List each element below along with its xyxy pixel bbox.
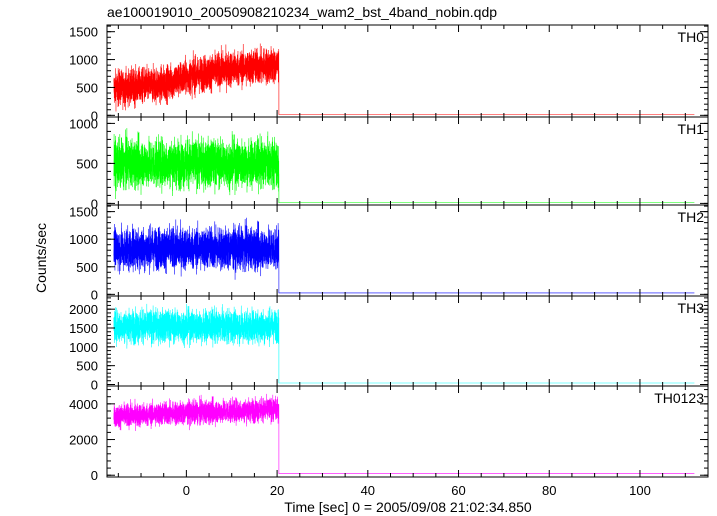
x-tick-label: 40 (361, 483, 375, 498)
y-tick-label: 0 (91, 377, 98, 392)
y-tick-label: 1000 (69, 53, 98, 68)
y-tick-label: 500 (76, 80, 98, 95)
y-tick-label: 4000 (69, 397, 98, 412)
x-tick-label: 60 (451, 483, 465, 498)
panel-frame (106, 385, 709, 478)
chart-title: ae100019010_20050908210234_wam2_bst_4ban… (107, 4, 497, 20)
y-tick-label: 0 (91, 468, 98, 483)
series-label-th0123: TH0123 (654, 390, 704, 406)
y-tick-label: 0 (91, 196, 98, 211)
series-label-th3: TH3 (678, 300, 705, 316)
series-label-th2: TH2 (678, 209, 705, 225)
y-tick-label: 1500 (69, 25, 98, 40)
y-tick-label: 0 (91, 108, 98, 123)
y-tick-label: 500 (76, 260, 98, 275)
y-axis-label: Counts/sec (33, 223, 49, 293)
x-tick-label: 20 (270, 483, 284, 498)
y-tick-label: 500 (76, 156, 98, 171)
y-tick-label: 1000 (69, 232, 98, 247)
panel-th0123: 0 2000 4000 TH0123 (69, 385, 709, 483)
series-line-th1 (113, 128, 695, 204)
y-tick-label: 2000 (69, 302, 98, 317)
series-line-th2 (113, 217, 695, 294)
series-line-th0123 (113, 393, 695, 474)
series-label-th1: TH1 (678, 121, 705, 137)
y-tick-label: 0 (91, 287, 98, 302)
panel-th1: 0 500 1000 TH1 (69, 116, 709, 211)
panel-th3: 0 500 1000 1500 2000 TH3 (69, 295, 709, 392)
series-line-th0 (113, 43, 695, 115)
y-tick-label: 2000 (69, 433, 98, 448)
x-tick-label: 100 (629, 483, 651, 498)
series-label-th0: TH0 (678, 29, 705, 45)
y-tick-label: 1500 (69, 205, 98, 220)
y-tick-label: 500 (76, 359, 98, 374)
x-tick-label: 80 (542, 483, 556, 498)
y-tick-label: 1000 (69, 116, 98, 131)
y-tick-label: 1500 (69, 321, 98, 336)
panel-th2: 0 500 1000 1500 TH2 (69, 204, 709, 302)
panel-frame (106, 295, 709, 387)
panel-th0: 0 500 1000 1500 TH0 (69, 24, 709, 123)
x-axis-label: Time [sec] 0 = 2005/09/08 21:02:34.850 (284, 499, 532, 515)
x-tick-label: 0 (183, 483, 190, 498)
y-tick-label: 1000 (69, 340, 98, 355)
series-line-th3 (113, 303, 695, 384)
